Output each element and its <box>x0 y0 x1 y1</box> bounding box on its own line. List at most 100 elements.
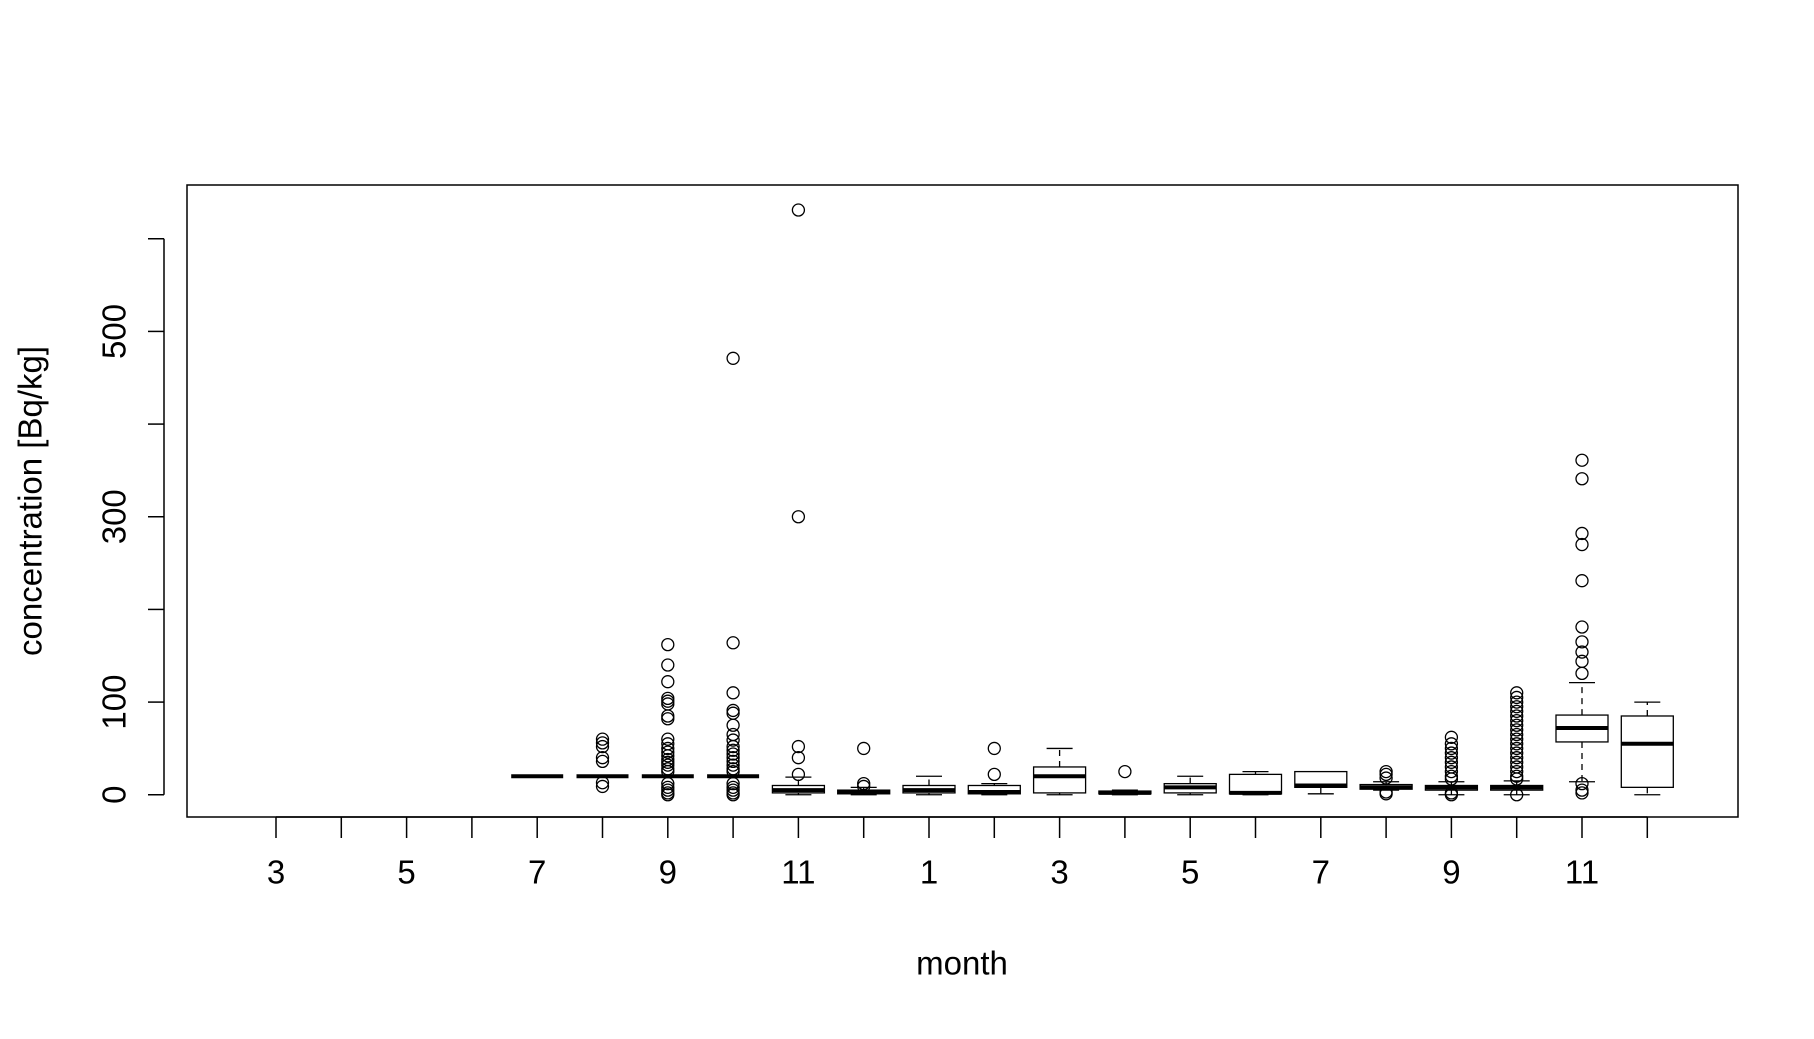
outlier <box>661 694 675 708</box>
outlier <box>1510 732 1524 746</box>
outlier <box>661 658 675 672</box>
outlier <box>726 351 740 365</box>
outlier <box>726 686 740 700</box>
outlier <box>1575 574 1589 588</box>
outlier <box>661 776 675 791</box>
outlier <box>1510 772 1524 786</box>
outlier <box>1510 686 1524 700</box>
outlier <box>1575 666 1589 681</box>
outlier <box>987 741 1001 756</box>
outlier <box>857 741 871 756</box>
x-tick-label: 11 <box>1565 854 1599 891</box>
outlier <box>661 788 675 802</box>
outlier <box>1444 746 1459 760</box>
outlier <box>726 758 740 772</box>
outlier <box>595 739 610 754</box>
x-tick-label: 3 <box>267 854 285 891</box>
outlier <box>1510 704 1524 719</box>
outlier <box>726 743 740 757</box>
outlier <box>726 739 740 754</box>
outlier <box>1510 741 1524 756</box>
outlier <box>791 767 806 782</box>
outlier <box>1575 537 1589 552</box>
outlier <box>726 747 740 761</box>
outlier <box>1444 788 1459 802</box>
x-tick-label: 1 <box>920 854 938 891</box>
outlier <box>791 203 806 217</box>
outlier <box>1510 709 1524 723</box>
box <box>1620 715 1674 788</box>
outlier <box>661 637 675 652</box>
outlier <box>857 779 871 794</box>
y-tick-label: 500 <box>96 304 133 359</box>
outlier <box>1510 700 1524 714</box>
outlier <box>1444 755 1459 769</box>
outlier <box>661 675 675 689</box>
outlier <box>1444 741 1459 756</box>
outlier <box>1575 620 1589 634</box>
outlier <box>1575 526 1589 541</box>
outlier <box>1379 771 1393 785</box>
box <box>1032 766 1087 794</box>
outlier <box>1575 472 1589 486</box>
outlier <box>1575 453 1589 467</box>
outlier <box>791 510 806 524</box>
y-tick-label: 0 <box>96 786 133 804</box>
outlier <box>595 732 610 746</box>
outlier <box>726 754 740 769</box>
outlier <box>1510 690 1524 705</box>
outlier <box>1575 776 1589 791</box>
outlier <box>595 754 610 769</box>
outlier <box>661 712 675 726</box>
outlier <box>1575 635 1589 649</box>
x-axis-title: month <box>916 945 1008 982</box>
outlier <box>987 767 1001 782</box>
outlier <box>1379 787 1393 801</box>
outlier <box>1575 645 1589 659</box>
outlier <box>661 749 675 763</box>
outlier <box>726 788 740 802</box>
outlier <box>1444 751 1459 765</box>
outlier <box>1510 737 1524 751</box>
y-tick-label: 300 <box>96 489 133 544</box>
outlier <box>595 736 610 750</box>
outlier <box>1575 654 1589 668</box>
x-tick-label: 11 <box>781 854 815 891</box>
outlier <box>1444 772 1459 786</box>
outlier <box>595 779 610 794</box>
x-tick-label: 3 <box>1050 854 1068 891</box>
x-tick-label: 7 <box>1312 854 1330 891</box>
outlier <box>1444 737 1459 751</box>
outlier <box>1510 695 1524 709</box>
outlier <box>791 739 806 754</box>
outlier <box>1379 767 1393 782</box>
y-tick-label: 100 <box>96 675 133 730</box>
outlier <box>726 706 740 720</box>
outlier <box>1575 786 1589 800</box>
outlier <box>595 751 610 765</box>
outlier <box>726 703 740 718</box>
outlier <box>1510 727 1524 742</box>
outlier <box>1118 764 1132 779</box>
outlier <box>1510 764 1524 779</box>
outlier <box>595 776 610 790</box>
outlier <box>726 776 740 791</box>
outlier <box>1510 723 1524 737</box>
outlier <box>661 758 675 772</box>
outlier <box>726 751 740 765</box>
outlier <box>1444 764 1459 779</box>
outlier <box>1510 718 1524 732</box>
outlier <box>726 636 740 650</box>
x-tick-label: 9 <box>1442 854 1460 891</box>
outlier <box>661 745 675 759</box>
outlier <box>1510 746 1524 760</box>
x-tick-label: 5 <box>397 854 415 891</box>
outlier <box>661 709 675 723</box>
outlier <box>726 718 740 732</box>
y-axis-title: concentration [Bq/kg] <box>12 346 49 656</box>
outlier <box>661 732 675 746</box>
outlier <box>1510 788 1524 802</box>
plot-frame <box>186 184 1739 818</box>
x-tick-label: 9 <box>659 854 677 891</box>
